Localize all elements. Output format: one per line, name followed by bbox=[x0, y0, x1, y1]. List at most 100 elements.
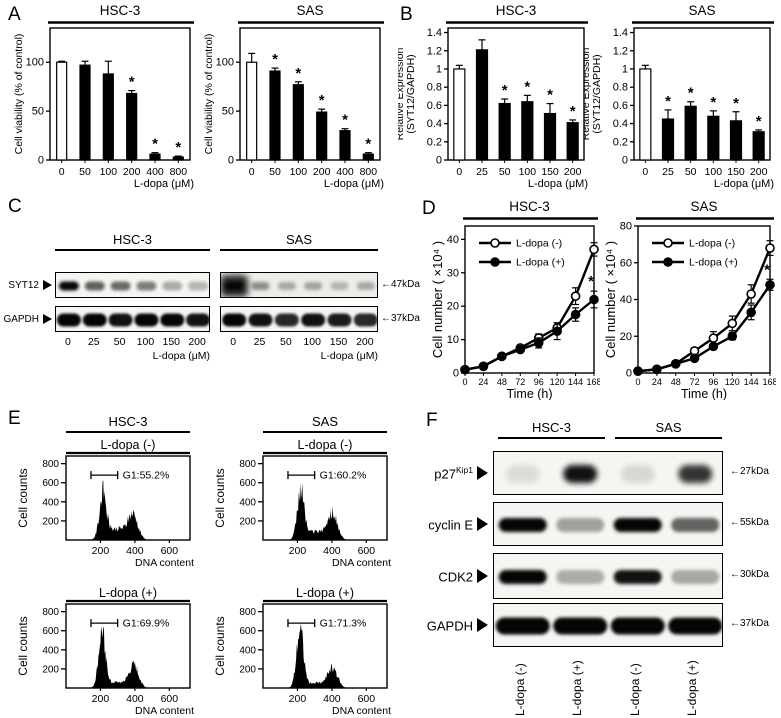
y-tick-label: 600 bbox=[42, 626, 59, 637]
blot-syt12-sas bbox=[220, 272, 378, 298]
band bbox=[248, 313, 273, 327]
y-tick-label: 20 bbox=[447, 301, 459, 313]
y-axis-label: Cell viability (% of control) bbox=[203, 34, 215, 155]
y-tick-label: 600 bbox=[239, 478, 256, 489]
blot-row-label-text: GAPDH bbox=[426, 618, 473, 634]
y-axis-label: Relative Expression(SYT12/GAPDH) bbox=[584, 47, 603, 140]
g1-percentage: G1:71.3% bbox=[320, 618, 367, 630]
band bbox=[505, 465, 540, 483]
y-tick-label: 1.4 bbox=[613, 27, 628, 39]
y-tick-label: 50 bbox=[32, 106, 44, 118]
band bbox=[134, 313, 159, 327]
y-tick-label: 40 bbox=[447, 234, 459, 246]
x-axis-label: L-dopa (μM) bbox=[134, 178, 194, 190]
y-tick-label: 1.2 bbox=[427, 45, 442, 57]
significance-asterisk: * bbox=[295, 65, 301, 82]
x-tick-label: 96 bbox=[534, 377, 544, 387]
significance-asterisk: * bbox=[272, 51, 278, 68]
lane-label: 0 bbox=[230, 336, 237, 348]
x-tick-label: 0 bbox=[642, 166, 648, 178]
y-tick-label: 200 bbox=[239, 664, 256, 675]
y-tick-label: 1.2 bbox=[613, 45, 628, 57]
y-tick-label: 0.6 bbox=[427, 100, 442, 112]
bar bbox=[498, 102, 511, 161]
legend-label: L-dopa (+) bbox=[516, 257, 565, 269]
legend-label: L-dopa (+) bbox=[689, 257, 738, 269]
band bbox=[274, 313, 299, 327]
x-axis-label: L-dopa (μM) bbox=[152, 350, 210, 362]
x-tick-label: 100 bbox=[290, 166, 308, 178]
bar bbox=[707, 115, 720, 161]
band bbox=[620, 465, 655, 483]
y-axis-label: Cell number ( ×10⁴ ) bbox=[430, 241, 445, 358]
chart-canvas: HSC-3 0 0.2 0.4 0.6 0.8 1 1.2 1.4 Relative Expres… bbox=[394, 3, 588, 190]
flow-hist-hsc3-plus: L-dopa (+) 200 400 600 800 200 400 600 DNA conte… bbox=[16, 586, 196, 718]
bar bbox=[661, 118, 675, 161]
bar bbox=[543, 112, 557, 161]
y-tick-label: 50 bbox=[222, 106, 234, 118]
flow-col-title-sas: SAS bbox=[263, 414, 387, 433]
x-tick-label: 100 bbox=[100, 166, 118, 178]
significance-asterisk: * bbox=[588, 273, 594, 290]
x-axis-label: Time (h) bbox=[506, 387, 552, 400]
legend-marker bbox=[490, 238, 500, 248]
y-tick-label: 0.2 bbox=[613, 136, 628, 148]
bar bbox=[246, 61, 258, 161]
data-point bbox=[533, 338, 544, 348]
panel-label-b: B bbox=[400, 4, 414, 25]
arrowhead-icon bbox=[477, 618, 488, 632]
chart-title: SAS bbox=[296, 3, 323, 18]
bar-chart-viability-hsc3: HSC-3 0 50 100 Cell viability (% of control)… bbox=[6, 0, 196, 190]
significance-asterisk: * bbox=[570, 103, 576, 120]
x-axis-label: L-dopa (μM) bbox=[528, 178, 588, 190]
arrowhead-icon bbox=[477, 517, 488, 531]
kda-label-27: ←27kDa bbox=[730, 466, 769, 477]
x-tick-label: 200 bbox=[289, 545, 307, 557]
x-tick-label: 25 bbox=[662, 166, 674, 178]
kda-label-55: ←55kDa bbox=[730, 517, 769, 528]
band bbox=[277, 282, 296, 290]
bar-chart-expression-sas: SAS 0 0.2 0.4 0.6 0.8 1 1.2 1.4 Relative Expressi… bbox=[580, 0, 776, 190]
lane-label: 100 bbox=[136, 336, 155, 348]
y-axis-label: Cell viability (% of control) bbox=[13, 34, 25, 155]
lane-label: 25 bbox=[253, 336, 266, 348]
flow-hist-hsc3-minus: L-dopa (-) 200 400 600 800 200 400 600 DNA conte… bbox=[16, 438, 196, 570]
panel-label-a: A bbox=[8, 4, 22, 25]
data-point bbox=[765, 243, 775, 253]
panel-b: B HSC-3 0 0.2 0.4 0.6 0.8 1 1.2 1.4 Relative Expr… bbox=[392, 0, 781, 192]
x-tick-label: 96 bbox=[708, 377, 718, 387]
lane-label: L-dopa (-) bbox=[627, 663, 642, 716]
y-tick-label: 600 bbox=[239, 626, 256, 637]
band bbox=[668, 617, 722, 635]
x-axis-label: L-dopa (μM) bbox=[324, 178, 384, 190]
panel-f: F HSC-3 SAS p27Kip1 cyclin E CDK2 GAPDH … bbox=[400, 402, 781, 718]
chart-title: SAS bbox=[688, 3, 715, 18]
x-tick-label: 120 bbox=[550, 377, 565, 387]
lane-label: L-dopa (+) bbox=[685, 660, 700, 716]
x-tick-label: 400 bbox=[126, 545, 144, 557]
panel-d: D HSC-3 0 10 20 30 40 Cell number ( ×10⁴ ) 0 24 4… bbox=[392, 192, 781, 404]
y-tick-label: 100 bbox=[26, 57, 44, 69]
significance-asterisk: * bbox=[756, 113, 762, 130]
legend-marker bbox=[663, 238, 673, 248]
bar bbox=[729, 120, 743, 161]
data-point bbox=[497, 351, 507, 362]
g1-percentage: G1:60.2% bbox=[320, 470, 367, 482]
x-tick-label: 144 bbox=[744, 377, 759, 387]
legend-marker bbox=[490, 257, 500, 267]
plot-box bbox=[262, 603, 388, 689]
significance-asterisk: * bbox=[319, 92, 325, 109]
lane-label: L-dopa (+) bbox=[570, 660, 585, 716]
band bbox=[225, 282, 244, 290]
data-point bbox=[460, 364, 470, 375]
y-tick-label: 800 bbox=[239, 459, 256, 470]
y-tick-label: 0 bbox=[228, 155, 234, 167]
bar bbox=[752, 131, 765, 161]
x-axis-label: DNA content bbox=[332, 557, 391, 569]
f-lane-labels: L-dopa (-) L-dopa (+) L-dopa (-) L-dopa (+) bbox=[400, 402, 781, 718]
bar bbox=[126, 92, 138, 161]
